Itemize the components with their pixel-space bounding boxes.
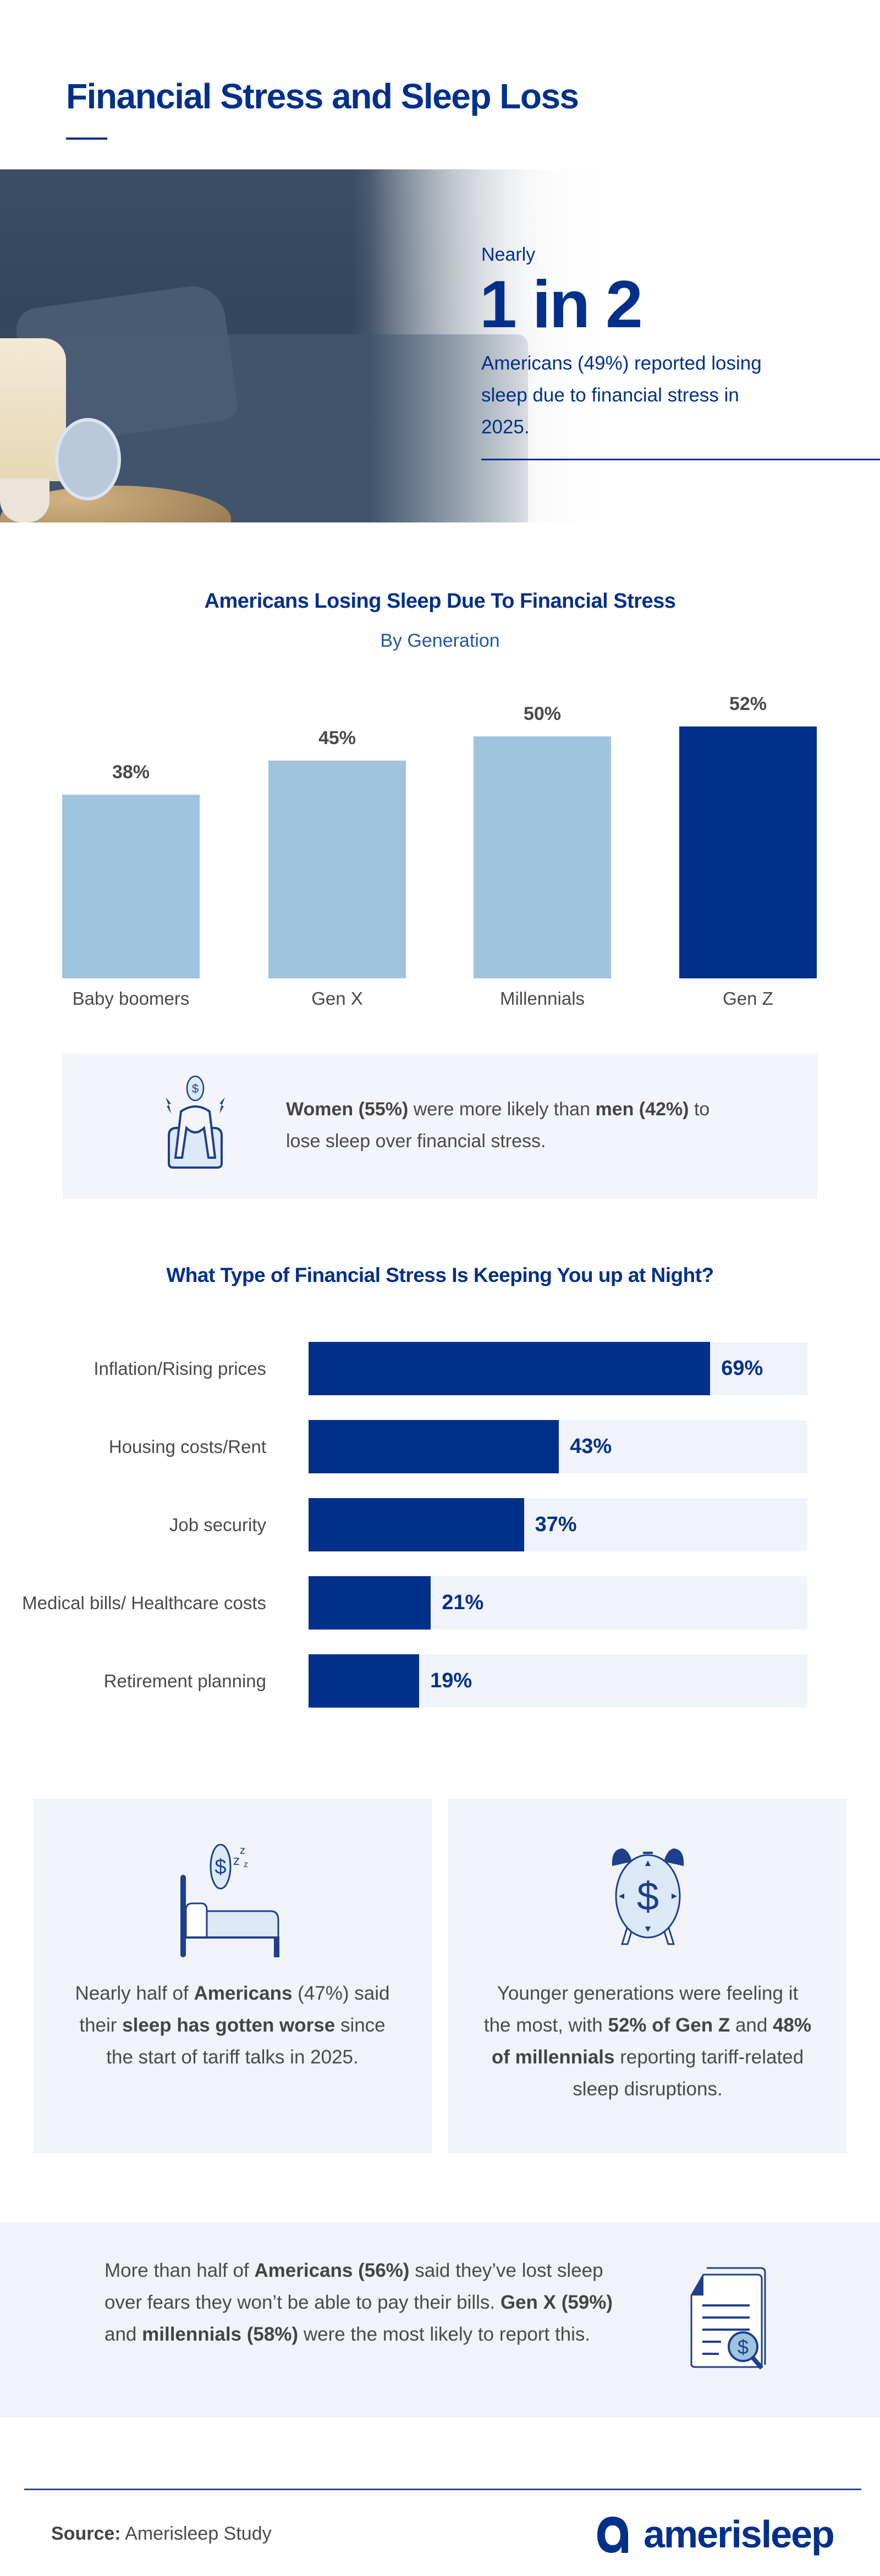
- stress-type-chart-title: What Type of Financial Stress Is Keeping…: [166, 1264, 714, 1286]
- body-text: Younger generations were feeling it the …: [483, 1983, 799, 2036]
- stress-type-label: Inflation/Rising prices: [94, 1358, 266, 1379]
- body-text: Nearly half of: [75, 1983, 194, 2004]
- body-text: to lose sleep over financial stress.: [286, 1099, 710, 1152]
- generation-bar: [474, 736, 611, 978]
- stress-type-bar: [309, 1498, 524, 1551]
- stress-type-value: 43%: [570, 1435, 612, 1458]
- stress-type-label: Housing costs/Rent: [108, 1436, 266, 1457]
- svg-text:$: $: [192, 1082, 199, 1096]
- generation-bar: [679, 726, 817, 978]
- body-text: reporting tariff-related sleep disruptio…: [573, 2046, 804, 2100]
- hero-description: Americans (49%) reported losing sleep du…: [481, 353, 762, 438]
- stress-type-value: 19%: [430, 1669, 472, 1692]
- stress-type-value: 37%: [535, 1513, 577, 1536]
- body-text: and: [730, 2014, 773, 2036]
- generation-value-label: 38%: [112, 761, 150, 783]
- generation-bar: [268, 761, 406, 978]
- stress-type-row: Medical bills/ Healthcare costs 21%: [0, 1576, 880, 1630]
- title-underline: [66, 137, 107, 140]
- stress-type-label: Retirement planning: [103, 1670, 266, 1691]
- emphasis-text: sleep has gotten worse: [122, 2014, 336, 2036]
- stress-type-row: Retirement planning 19%: [0, 1654, 880, 1708]
- generation-chart-subtitle: By Generation: [380, 630, 500, 651]
- stressed-person-money-icon: $: [166, 1075, 225, 1169]
- bed-money-icon: $ z z z: [180, 1844, 279, 1957]
- svg-text:$: $: [636, 1875, 658, 1919]
- emphasis-text: Americans: [194, 1983, 293, 2004]
- generation-value-label: 50%: [523, 703, 562, 724]
- stress-type-label: Medical bills/ Healthcare costs: [22, 1592, 266, 1613]
- generation-chart-title: Americans Losing Sleep Due To Financial …: [204, 590, 676, 613]
- generation-category-label: Gen X: [311, 988, 363, 1009]
- svg-text:z: z: [233, 1853, 240, 1868]
- body-text: (47%) said their: [79, 1983, 390, 2036]
- amerisleep-logo: amerisleep: [595, 2512, 835, 2556]
- stress-type-bar-chart: Inflation/Rising prices 69% Housing costs/…: [0, 1342, 880, 1716]
- emphasis-text: millennials (58%): [142, 2324, 299, 2345]
- hero-divider: [481, 459, 880, 460]
- generation-bar-chart: 38% Baby boomers 45% Gen X 50% Millennials 52%…: [0, 687, 880, 1028]
- footer-divider: [24, 2489, 861, 2490]
- svg-text:z: z: [244, 1860, 248, 1869]
- source-label: Source:: [51, 2523, 121, 2544]
- younger-generations-text: Younger generations were feeling it the …: [481, 1978, 814, 2105]
- svg-text:$: $: [738, 2336, 749, 2358]
- generation-value-label: 52%: [729, 693, 767, 715]
- generation-bar: [62, 794, 200, 978]
- svg-text:z: z: [240, 1845, 245, 1857]
- emphasis-text: Gen X (59%): [500, 2292, 613, 2313]
- hero-kicker: Nearly: [481, 244, 536, 265]
- generation-category-label: Baby boomers: [72, 988, 190, 1009]
- stress-type-bar: [309, 1420, 559, 1473]
- stress-type-row: Housing costs/Rent 43%: [0, 1420, 880, 1473]
- stress-type-bar: [309, 1576, 431, 1630]
- hero-banner: [0, 169, 880, 522]
- body-text: said they’ve lost sleep over fears they …: [105, 2260, 603, 2313]
- hero-fade: [0, 169, 880, 522]
- body-text: were the most likely to report this.: [298, 2324, 591, 2345]
- source-credit: Source: Amerisleep Study: [51, 2523, 272, 2545]
- stress-type-value: 69%: [721, 1357, 763, 1380]
- brand-name: amerisleep: [644, 2513, 835, 2556]
- emphasis-text: Americans (56%): [254, 2260, 410, 2281]
- gender-callout-text: Women (55%) were more likely than men (4…: [286, 1093, 737, 1157]
- generation-category-label: Millennials: [499, 988, 585, 1009]
- emphasis-text: 48% of millennials: [491, 2014, 812, 2068]
- younger-generations-card: $ Younger generations were feeling it th…: [448, 1799, 847, 2153]
- emphasis-text: Women (55%): [286, 1099, 409, 1120]
- stress-type-label: Job security: [169, 1514, 266, 1535]
- bills-callout-text: More than half of Americans (56%) said t…: [105, 2255, 627, 2351]
- stress-type-row: Job security 37%: [0, 1498, 880, 1551]
- stress-type-bar: [309, 1654, 420, 1708]
- bill-magnifier-icon: $: [690, 2267, 766, 2370]
- source-value: Amerisleep Study: [120, 2523, 272, 2544]
- body-text: More than half of: [105, 2260, 255, 2281]
- body-text: and: [105, 2324, 142, 2345]
- page-title: Financial Stress and Sleep Loss: [66, 76, 579, 116]
- alarm-clock-money-icon: $: [612, 1848, 684, 1945]
- generation-category-label: Gen Z: [723, 988, 773, 1009]
- emphasis-text: men (42%): [595, 1099, 689, 1120]
- svg-text:$: $: [215, 1856, 226, 1879]
- body-text: were more likely than: [408, 1099, 596, 1120]
- stress-type-row: Inflation/Rising prices 69%: [0, 1342, 880, 1395]
- amerisleep-logo-icon: [597, 2517, 628, 2553]
- generation-value-label: 45%: [318, 728, 356, 748]
- emphasis-text: 52% of Gen Z: [608, 2014, 730, 2036]
- worse-sleep-card: $ z z z Nearly half of Americans (47%) s…: [33, 1799, 432, 2153]
- worse-sleep-text: Nearly half of Americans (47%) said thei…: [66, 1978, 399, 2073]
- hero-stat: 1 in 2: [480, 267, 643, 342]
- stress-type-value: 21%: [442, 1591, 484, 1614]
- stress-type-bar: [309, 1342, 711, 1395]
- body-text: since the start of tariff talks in 2025.: [106, 2014, 386, 2068]
